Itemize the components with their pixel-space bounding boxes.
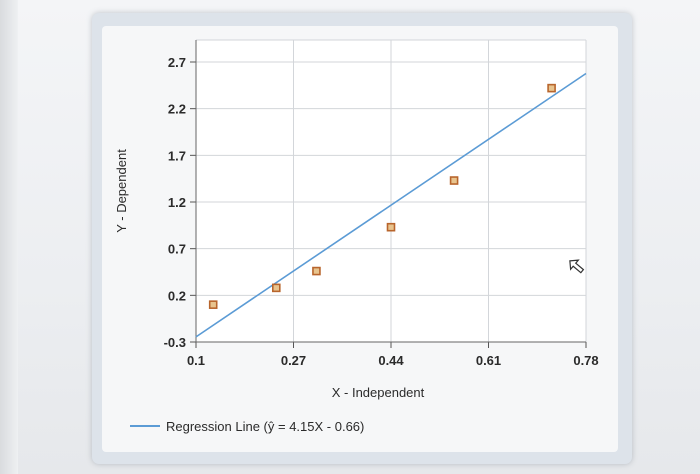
x-tick-label: 0.1 — [187, 353, 205, 368]
y-tick-label: 1.7 — [168, 148, 186, 163]
x-tick-label: 0.44 — [378, 353, 404, 368]
y-tick-label: 0.2 — [168, 288, 186, 303]
x-tick-label: 0.61 — [476, 353, 501, 368]
data-point — [271, 283, 281, 293]
x-tick-label: 0.78 — [573, 353, 598, 368]
y-tick-label: 2.7 — [168, 55, 186, 70]
y-tick-label: -0.3 — [164, 335, 186, 350]
data-point — [208, 300, 218, 309]
x-tick-label: 0.27 — [281, 353, 306, 368]
legend: Regression Line (ŷ = 4.15X - 0.66) — [130, 419, 364, 434]
x-axis-title: X - Independent — [332, 385, 425, 400]
background-edge — [0, 0, 18, 474]
tick-labels: 0.1 0.27 0.44 0.61 0.78 2.7 2.2 1.7 1.2 0.7 0.2 -0.… — [164, 55, 599, 368]
y-tick-label: 0.7 — [168, 242, 186, 257]
grid-lines — [195, 39, 587, 343]
data-point — [547, 83, 556, 93]
axes — [190, 40, 587, 348]
data-points — [208, 83, 556, 309]
legend-label: Regression Line (ŷ = 4.15X - 0.66) — [166, 419, 364, 434]
mouse-cursor-icon — [569, 259, 585, 274]
y-tick-label: 1.2 — [168, 195, 186, 210]
data-point — [449, 176, 459, 185]
data-point — [312, 266, 321, 276]
regression-line-layer — [195, 72, 587, 338]
y-tick-label: 2.2 — [168, 102, 186, 117]
data-point — [386, 222, 396, 232]
y-axis-title: Y - Dependent — [114, 149, 129, 233]
regression-line — [195, 72, 587, 338]
